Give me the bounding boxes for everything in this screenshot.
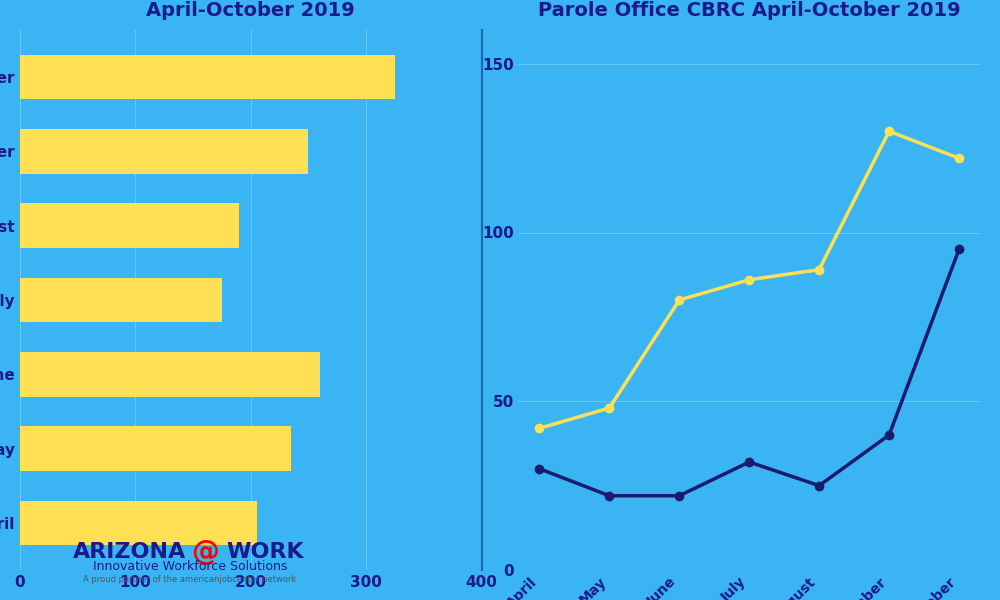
Text: Innovative Workforce Solutions: Innovative Workforce Solutions [93, 560, 287, 574]
Bar [20, 278, 222, 322]
Bar [20, 427, 291, 471]
Bar [20, 55, 395, 99]
Text: A proud partner of the americanjobcenter network: A proud partner of the americanjobcenter… [83, 575, 297, 583]
Title: Total Job Placements between SCCs and CBRCs
April-October 2019: Total Job Placements between SCCs and CB… [0, 0, 509, 20]
Bar [20, 203, 239, 248]
Text: ARIZONA: ARIZONA [73, 542, 187, 562]
Bar [20, 129, 308, 173]
Title: Job Placements and Referrals at the Phoenix
Parole Office CBRC April-October 201: Job Placements and Referrals at the Phoe… [504, 0, 995, 20]
Text: @: @ [191, 538, 219, 566]
Text: WORK: WORK [226, 542, 304, 562]
Bar [20, 501, 257, 545]
Bar [20, 352, 320, 397]
